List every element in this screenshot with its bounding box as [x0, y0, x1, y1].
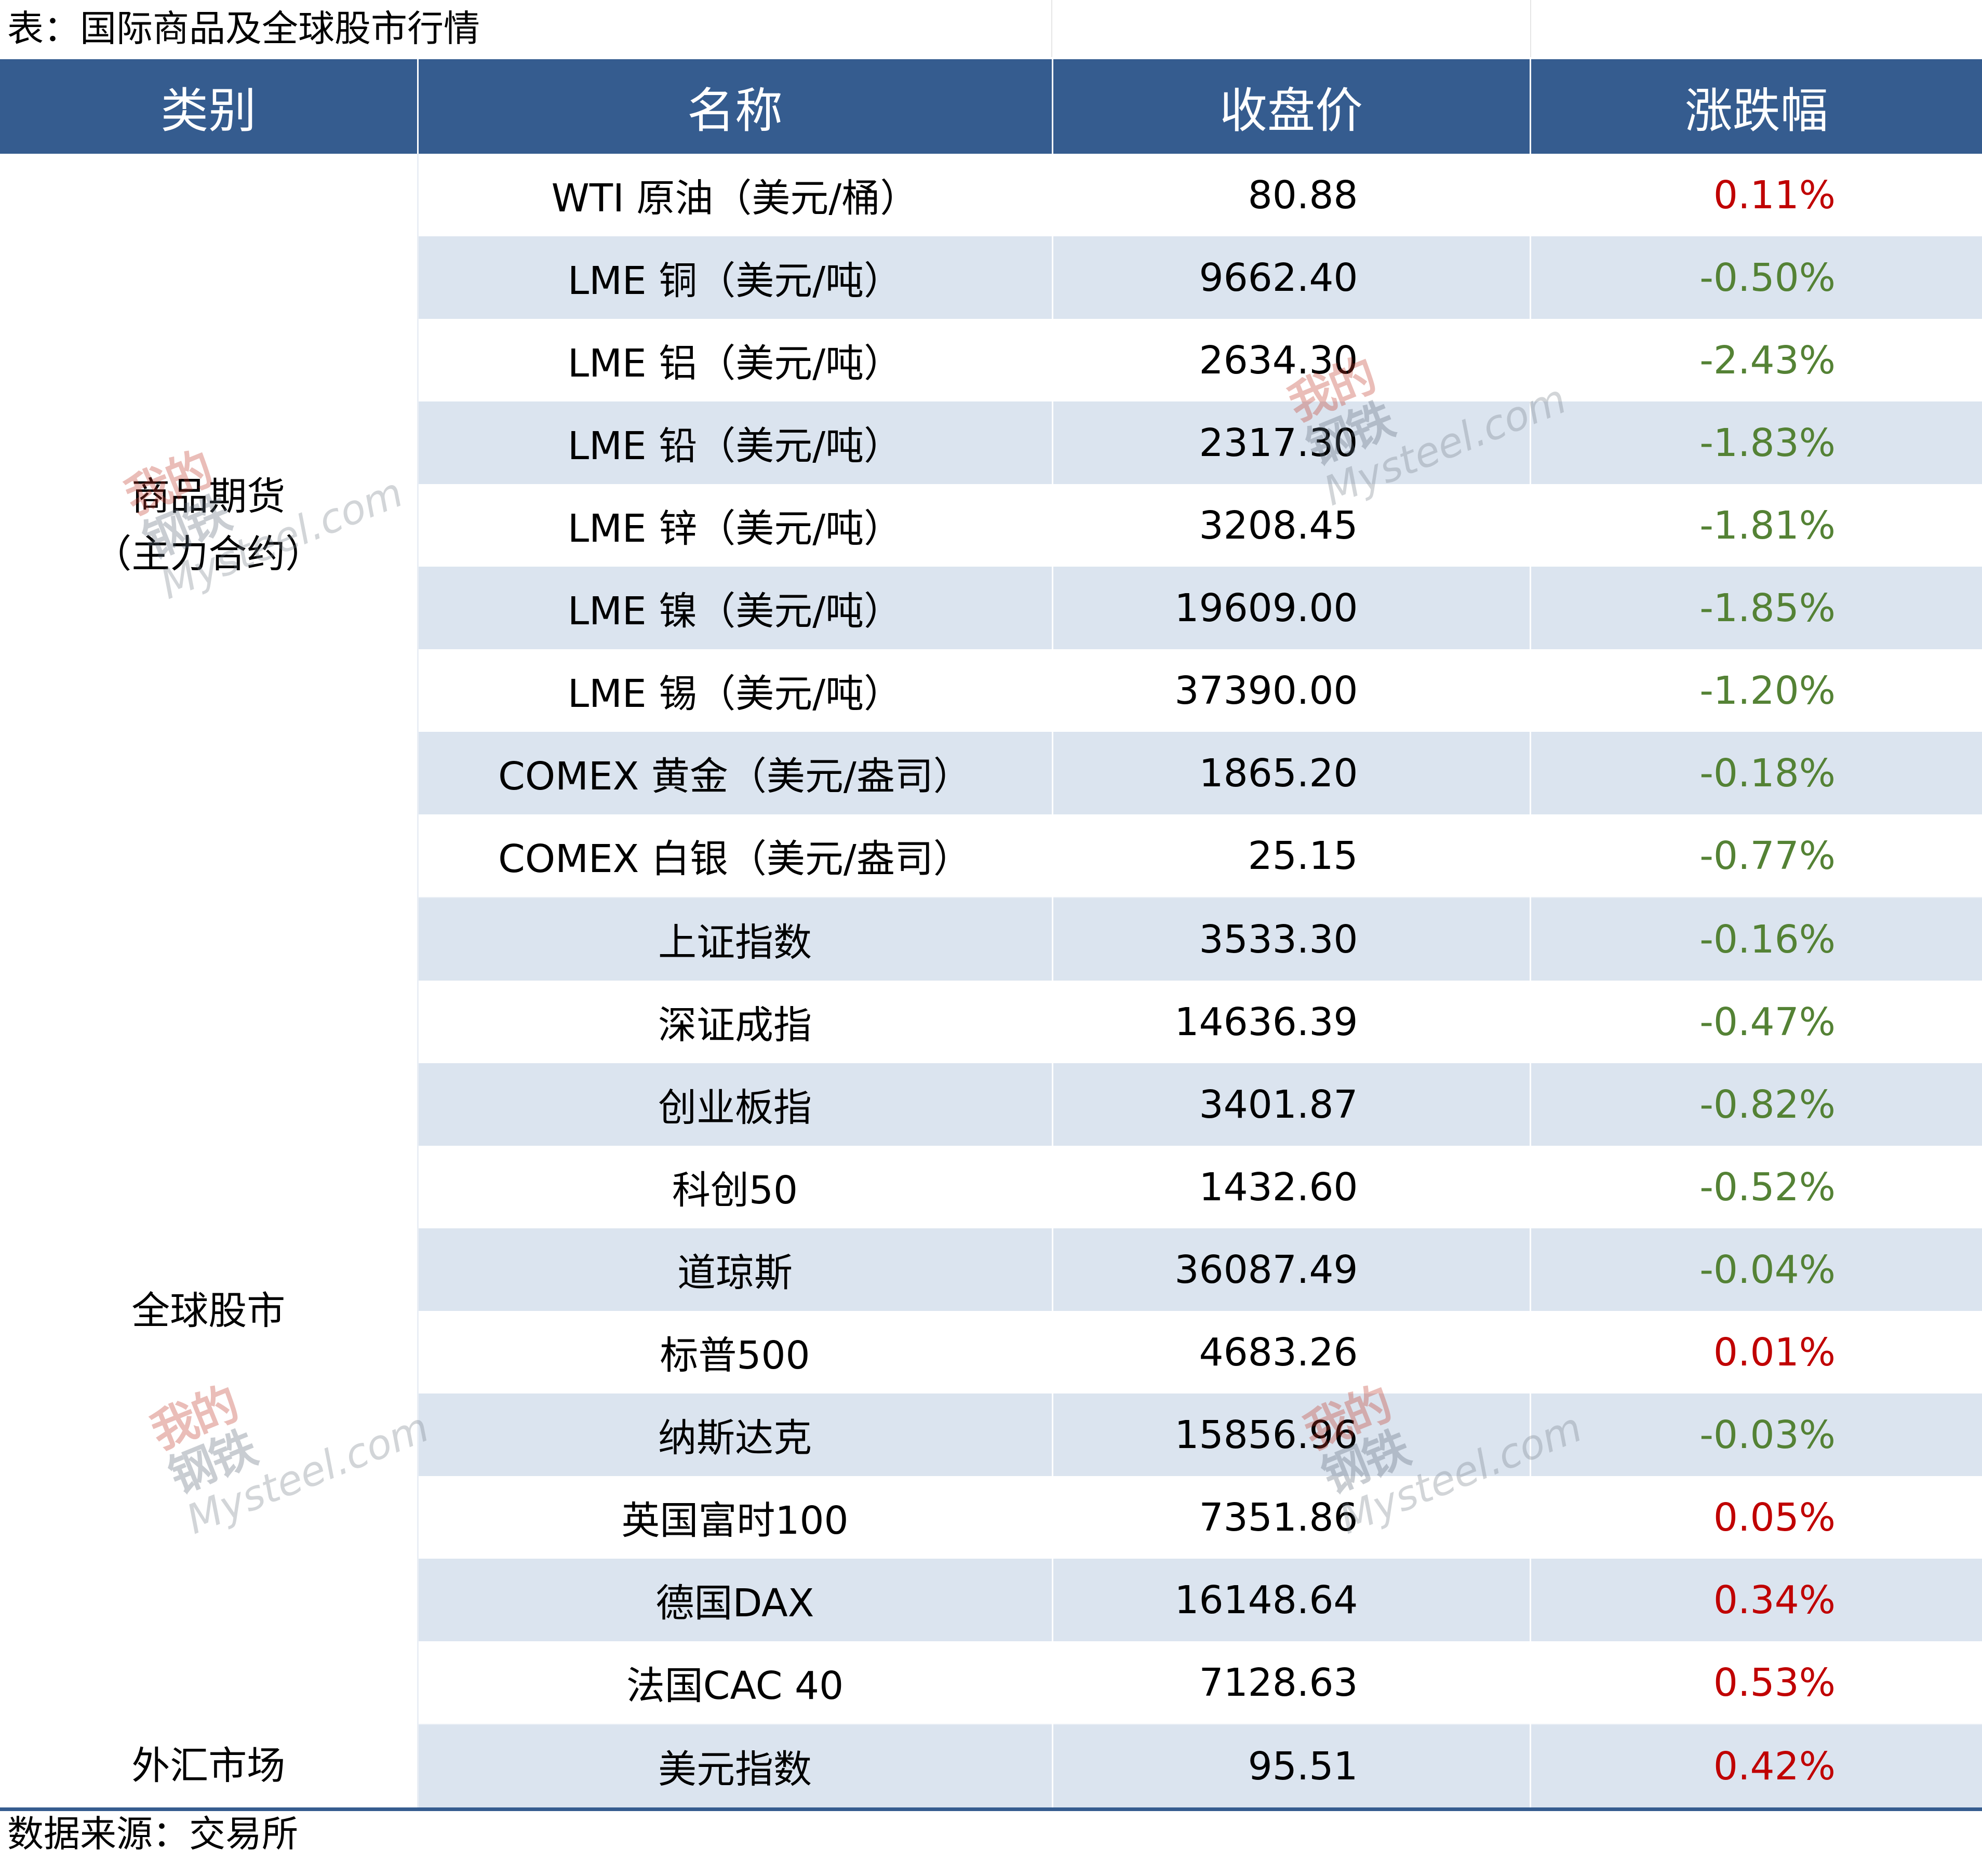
table-row: 科创50 1432.60 -0.52% [0, 1146, 1982, 1228]
close-price: 25.15 [1052, 814, 1531, 898]
header-close-price: 收盘价 [1052, 59, 1531, 154]
change-percent: 0.42% [1530, 1724, 1982, 1811]
table-row: 道琼斯 36087.49 -0.04% [0, 1228, 1982, 1311]
table-row: LME 铝（美元/吨） 2634.30 -2.43% [0, 319, 1982, 401]
table-row: COMEX 白银（美元/盎司） 25.15 -0.77% [0, 814, 1982, 898]
close-price: 36087.49 [1052, 1228, 1531, 1311]
close-price: 3208.45 [1052, 484, 1531, 567]
table-row: LME 锌（美元/吨） 3208.45 -1.81% [0, 484, 1982, 567]
table-title: 表：国际商品及全球股市行情 [7, 7, 480, 50]
header-change: 涨跌幅 [1530, 59, 1982, 154]
close-price: 14636.39 [1052, 981, 1531, 1063]
instrument-name: 德国DAX [418, 1559, 1053, 1641]
header-row: 类别 名称 收盘价 涨跌幅 [0, 59, 1982, 154]
instrument-name: 深证成指 [418, 981, 1053, 1063]
change-percent: -2.43% [1699, 338, 1836, 383]
category-sublabel: （主力合约） [93, 532, 324, 577]
change-percent: 0.01% [1713, 1330, 1836, 1375]
header-divider [1530, 0, 1531, 57]
market-table: 类别 名称 收盘价 涨跌幅 商品期货 （主力合约） WTI 原油（美元/桶） 8… [0, 59, 1982, 1811]
table-row: 创业板指 3401.87 -0.82% [0, 1063, 1982, 1146]
table-row: 标普500 4683.26 0.01% [0, 1311, 1982, 1393]
close-price: 4683.26 [1052, 1311, 1531, 1393]
instrument-name: 英国富时100 [418, 1476, 1053, 1559]
close-price: 15856.96 [1052, 1393, 1531, 1476]
change-percent: -1.20% [1699, 668, 1836, 713]
category-label: 商品期货 [131, 474, 286, 519]
instrument-name: LME 铝（美元/吨） [418, 319, 1053, 401]
table-row: 德国DAX 16148.64 0.34% [0, 1559, 1982, 1641]
change-percent: -0.50% [1530, 236, 1982, 319]
instrument-name: 上证指数 [418, 897, 1053, 981]
instrument-name: COMEX 白银（美元/盎司） [418, 814, 1053, 898]
change-percent: 0.11% [1713, 172, 1836, 218]
category-forex: 外汇市场 [0, 1724, 419, 1811]
close-price: 1865.20 [1052, 732, 1531, 814]
close-price: 2317.30 [1052, 401, 1531, 484]
instrument-name: LME 铅（美元/吨） [418, 401, 1053, 484]
close-price: 1432.60 [1052, 1146, 1531, 1228]
change-percent: -0.16% [1530, 897, 1982, 981]
header-name: 名称 [418, 59, 1053, 154]
table-row: LME 锡（美元/吨） 37390.00 -1.20% [0, 649, 1982, 732]
close-price: 95.51 [1052, 1724, 1531, 1811]
category-label: 全球股市 [131, 1288, 286, 1333]
instrument-name: LME 铜（美元/吨） [418, 236, 1053, 319]
table-row: LME 铅（美元/吨） 2317.30 -1.83% [0, 401, 1982, 484]
change-percent: -0.47% [1699, 999, 1836, 1044]
instrument-name: 纳斯达克 [418, 1393, 1053, 1476]
close-price: 2634.30 [1052, 319, 1531, 401]
change-percent: -0.04% [1530, 1228, 1982, 1311]
table-row: 外汇市场 美元指数 95.51 0.42% [0, 1724, 1982, 1811]
table-row: 法国CAC 40 7128.63 0.53% [0, 1641, 1982, 1725]
instrument-name: COMEX 黄金（美元/盎司） [418, 732, 1053, 814]
close-price: 80.88 [1052, 154, 1531, 236]
table-row: 商品期货 （主力合约） WTI 原油（美元/桶） 80.88 0.11% [0, 154, 1982, 897]
table-row: 全球股市 上证指数 3533.30 -0.16% [0, 897, 1982, 1724]
instrument-name: 法国CAC 40 [418, 1641, 1053, 1725]
instrument-name: LME 镍（美元/吨） [418, 567, 1053, 649]
instrument-name: 道琼斯 [418, 1228, 1053, 1311]
change-percent: -1.85% [1530, 567, 1982, 649]
change-percent: 0.05% [1713, 1495, 1836, 1540]
instrument-name: 创业板指 [418, 1063, 1053, 1146]
instrument-name: 标普500 [418, 1311, 1053, 1393]
table-row: COMEX 黄金（美元/盎司） 1865.20 -0.18% [0, 732, 1982, 814]
table-row: LME 铜（美元/吨） 9662.40 -0.50% [0, 236, 1982, 319]
close-price: 16148.64 [1052, 1559, 1531, 1641]
change-percent: 0.34% [1530, 1559, 1982, 1641]
close-price: 3533.30 [1052, 897, 1531, 981]
instrument-name: 美元指数 [418, 1724, 1053, 1811]
instrument-name: LME 锌（美元/吨） [418, 484, 1053, 567]
table-row: 纳斯达克 15856.96 -0.03% [0, 1393, 1982, 1476]
close-price: 37390.00 [1052, 649, 1531, 732]
data-source-note: 数据来源：交易所 [7, 1813, 298, 1855]
close-price: 7128.63 [1052, 1641, 1531, 1725]
category-commodity-futures: 商品期货 （主力合约） [0, 154, 419, 897]
close-price: 7351.86 [1052, 1476, 1531, 1559]
instrument-name: LME 锡（美元/吨） [418, 649, 1053, 732]
change-percent: -0.82% [1530, 1063, 1982, 1146]
change-percent: -0.03% [1530, 1393, 1982, 1476]
change-percent: -0.52% [1699, 1164, 1836, 1210]
close-price: 9662.40 [1052, 236, 1531, 319]
table-row: 英国富时100 7351.86 0.05% [0, 1476, 1982, 1559]
change-percent: -0.77% [1530, 814, 1982, 898]
category-label: 外汇市场 [131, 1743, 286, 1788]
header-category: 类别 [0, 59, 419, 154]
instrument-name: WTI 原油（美元/桶） [418, 154, 1053, 236]
close-price: 3401.87 [1052, 1063, 1531, 1146]
instrument-name: 科创50 [418, 1146, 1053, 1228]
category-global-stocks: 全球股市 [0, 897, 419, 1724]
change-percent: 0.53% [1530, 1641, 1982, 1725]
header-divider [1051, 0, 1052, 57]
close-price: 19609.00 [1052, 567, 1531, 649]
change-percent: -1.81% [1699, 503, 1836, 548]
change-percent: -1.83% [1530, 401, 1982, 484]
change-percent: -0.18% [1530, 732, 1982, 814]
table-row: 深证成指 14636.39 -0.47% [0, 981, 1982, 1063]
table-row: LME 镍（美元/吨） 19609.00 -1.85% [0, 567, 1982, 649]
